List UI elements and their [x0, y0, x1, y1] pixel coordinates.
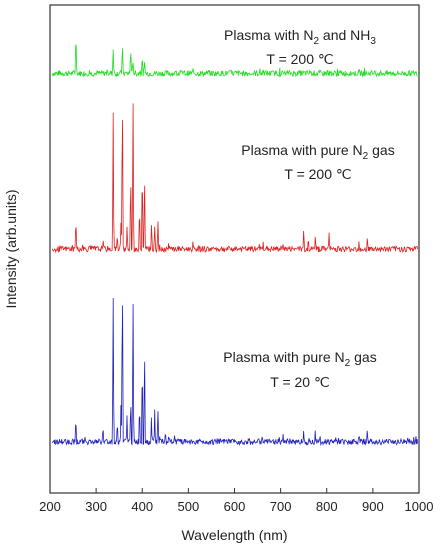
y-axis-label: Intensity (arb.units): [3, 189, 19, 308]
annotation-line1-series-2: Plasma with pure N2 gas: [241, 142, 394, 162]
series-line-1: [51, 44, 418, 78]
series-layer: [51, 44, 418, 447]
x-axis-label: Wavelength (nm): [181, 527, 287, 543]
x-tick-label: 600: [224, 499, 246, 514]
annotation-line2-series-1: T = 200 ℃: [266, 51, 333, 67]
x-tick-label: 900: [362, 499, 384, 514]
x-tick-label: 1000: [405, 499, 434, 514]
annotation-line2-series-2: T = 200 ℃: [284, 166, 351, 182]
x-tick-label: 200: [39, 499, 61, 514]
series-line-3: [51, 297, 418, 447]
x-tick-label: 700: [270, 499, 292, 514]
series-line-2: [51, 103, 418, 254]
annotation-line1-series-3: Plasma with pure N2 gas: [223, 349, 376, 369]
x-tick-label: 300: [85, 499, 107, 514]
annotation-line2-series-3: T = 20 ℃: [270, 374, 329, 390]
annotations: Plasma with N2 and NH3 T = 200 ℃ Plasma wi…: [223, 27, 394, 390]
x-axis: 200 300 400 500 600 700 800 900 1000: [39, 488, 433, 514]
annotation-line1-series-1: Plasma with N2 and NH3: [224, 27, 376, 47]
x-tick-label: 400: [131, 499, 153, 514]
x-tick-label: 800: [316, 499, 338, 514]
x-tick-label: 500: [178, 499, 200, 514]
